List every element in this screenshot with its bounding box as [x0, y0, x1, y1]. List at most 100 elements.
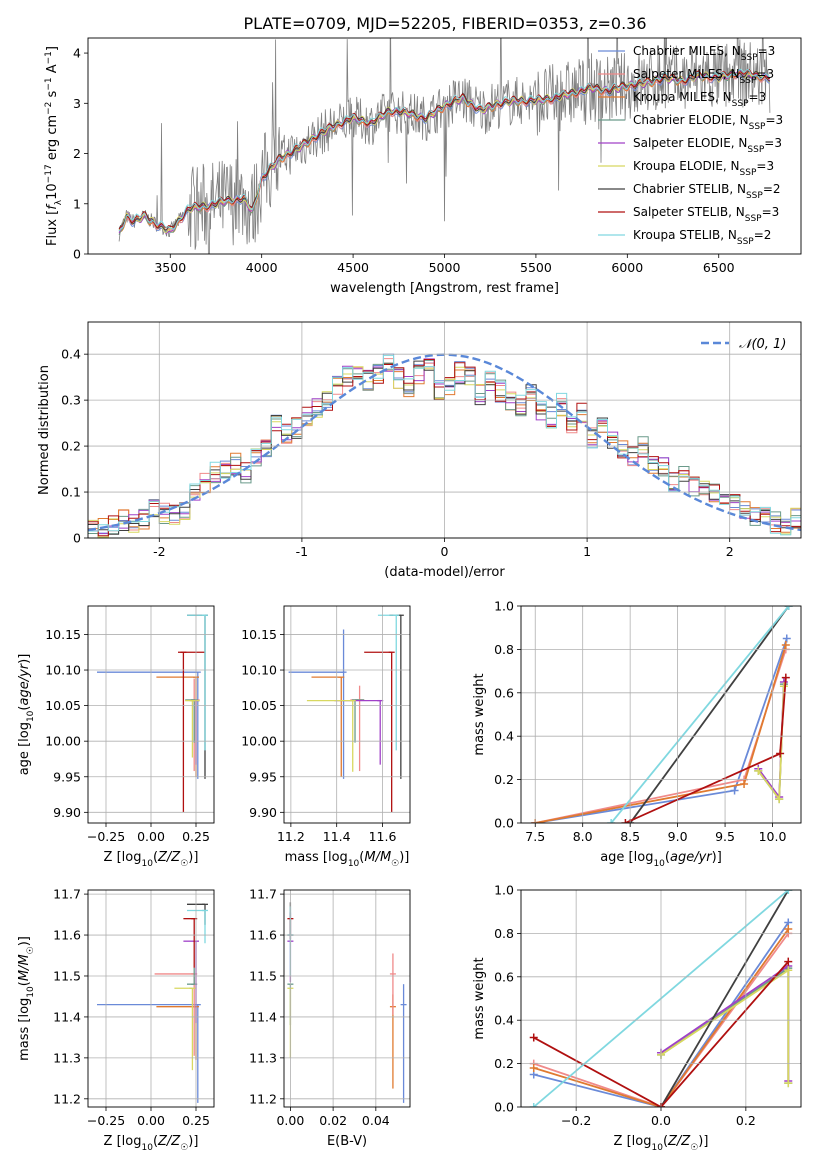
y-tick-label: 0.2	[494, 772, 514, 787]
y-tick-label: 0	[73, 531, 81, 546]
plot-area-age_vs_z	[97, 614, 208, 813]
weight-point	[781, 673, 790, 682]
model-spectrum-line-kroupa_stelib	[118, 68, 770, 232]
x-tick-label: 0.25	[182, 1113, 210, 1128]
errorbar-chabrier_miles	[97, 1003, 201, 1103]
y-axis-label: Flux [fλ10−17 erg cm−2 s−1 A−1]	[44, 46, 64, 246]
y-tick-label: 9.95	[249, 769, 277, 784]
errorbar-kroupa_miles	[311, 676, 345, 777]
errorbar-salpeter_miles	[154, 973, 198, 1056]
y-tick-label: 0	[73, 247, 81, 262]
errorbar-kroupa_stelib	[377, 614, 400, 751]
weight-point	[784, 606, 793, 610]
y-tick-label: 0.6	[494, 969, 514, 984]
errorbar-kroupa_stelib	[187, 909, 208, 944]
legend-label: Kroupa STELIB, NSSP=2	[633, 228, 771, 247]
axes-frame	[87, 321, 802, 539]
axes-frame	[283, 605, 411, 824]
weight-line	[629, 606, 790, 823]
y-tick-label: 9.95	[53, 769, 81, 784]
x-tick-label: 9.0	[668, 829, 688, 844]
y-tick-label: 11.5	[249, 968, 277, 983]
y-axis-label: Normed distribution	[37, 365, 52, 495]
weight-series-kroupa_stelib	[607, 606, 793, 823]
x-tick-label: 11.6	[369, 829, 397, 844]
errorbar-salpeter_stelib	[183, 918, 198, 968]
legend-label: Salpeter ELODIE, NSSP=3	[633, 136, 782, 155]
x-axis-label: age [log10(age/yr)]	[600, 850, 722, 869]
legend-label: 𝒩(0, 1)	[739, 337, 786, 352]
y-tick-label: 0.8	[494, 642, 514, 657]
axes-mass_vs_ebv: 0.00 0.02 0.04 11.2 11.3 11.4 11.5 11.6 11.7 E(B-…	[249, 887, 411, 1149]
weight-line	[660, 966, 790, 1084]
axes-frame	[87, 889, 215, 1108]
y-tick-label: 9.90	[53, 805, 81, 820]
errorbar-salpeter_stelib	[178, 651, 205, 813]
x-tick-label: 8.5	[620, 829, 640, 844]
weight-point	[730, 786, 739, 795]
x-tick-label: 3500	[154, 260, 186, 275]
weight-point	[754, 766, 763, 775]
errorbar-salpeter_elodie	[183, 940, 199, 1024]
x-axis-label: Z [log10(Z/Z☉)]	[104, 850, 199, 869]
legend-label: Salpeter STELIB, NSSP=3	[633, 205, 779, 224]
y-tick-label: 0.2	[494, 1056, 514, 1071]
x-tick-label: 0.2	[736, 1113, 756, 1128]
x-tick-label: −0.2	[561, 1113, 591, 1128]
x-tick-label: 2	[726, 544, 734, 559]
axes-frame	[87, 37, 802, 255]
y-tick-label: 10.05	[241, 698, 277, 713]
y-tick-label: 1.0	[494, 883, 514, 898]
weight-series-salpeter_stelib	[621, 673, 790, 823]
spectrum-legend: Chabrier MILES, NSSP=3 Salpeter MILES, NS…	[598, 44, 783, 247]
weight-point	[775, 795, 784, 804]
errorbar-salpeter_miles	[389, 953, 396, 1015]
legend-label: Kroupa ELODIE, NSSP=3	[633, 159, 774, 178]
weight-point	[529, 1103, 538, 1107]
x-tick-label: 0.04	[362, 1113, 390, 1128]
y-tick-label: 0.6	[494, 685, 514, 700]
y-tick-label: 4	[73, 46, 81, 61]
y-tick-label: 11.5	[53, 968, 81, 983]
axes-age_vs_mass: 11.2 11.4 11.6 9.90 9.95 10.00 10.05 10.10 10.15…	[241, 605, 411, 869]
x-tick-label: 1	[583, 544, 591, 559]
x-tick-label: 0.02	[319, 1113, 347, 1128]
weight-point	[784, 890, 793, 894]
errorbar-kroupa_elodie	[185, 699, 200, 758]
weight-series-chabrier_elodie	[657, 964, 793, 1088]
y-tick-label: 0.0	[494, 816, 514, 831]
x-tick-label: 0.25	[182, 829, 210, 844]
weight-point	[779, 682, 788, 691]
y-tick-label: 2	[73, 146, 81, 161]
plot-area-weight_vs_age	[531, 606, 793, 823]
y-tick-label: 0.2	[61, 439, 81, 454]
x-tick-label: 5000	[429, 260, 461, 275]
x-tick-label: 4500	[337, 260, 369, 275]
legend-label: Chabrier STELIB, NSSP=2	[633, 182, 781, 201]
y-tick-label: 11.6	[249, 928, 277, 943]
y-tick-label: 10.15	[45, 627, 81, 642]
figure-title: PLATE=0709, MJD=52205, FIBERID=0353, z=0…	[243, 14, 646, 33]
weight-point	[781, 641, 790, 650]
y-tick-label: 1	[73, 196, 81, 211]
weight-point	[621, 819, 630, 823]
x-tick-label: 6500	[703, 260, 735, 275]
errorbar-salpeter_stelib	[364, 651, 395, 813]
y-tick-label: 10.15	[241, 627, 277, 642]
axes-weight_vs_z: −0.2 0.0 0.2 0.0 0.2 0.4 0.6 0.8 1.0 Z [log10(Z/Z…	[472, 883, 802, 1153]
y-axis-label: age [log10(age/yr)]	[17, 654, 36, 776]
axes-spectrum: 3500 4000 4500 5000 5500 6000 6500 0 1 2 3 4 wavelen…	[44, 37, 802, 296]
x-tick-label: 4000	[246, 260, 278, 275]
axes-age_vs_z: −0.25 0.00 0.25 9.90 9.95 10.00 10.05 10.10 10.1…	[17, 605, 215, 869]
errorbar-chabrier_elodie	[352, 699, 365, 743]
y-tick-label: 10.10	[241, 663, 277, 678]
y-axis-label: mass weight	[472, 957, 487, 1039]
y-tick-label: 0.4	[494, 729, 514, 744]
y-tick-label: 0.0	[494, 1100, 514, 1115]
y-tick-label: 11.4	[53, 1009, 81, 1024]
errorbar-chabrier_miles	[400, 984, 407, 1103]
y-tick-label: 11.4	[249, 1009, 277, 1024]
errorbar-chabrier_miles	[288, 629, 347, 779]
x-tick-label: 5500	[520, 260, 552, 275]
